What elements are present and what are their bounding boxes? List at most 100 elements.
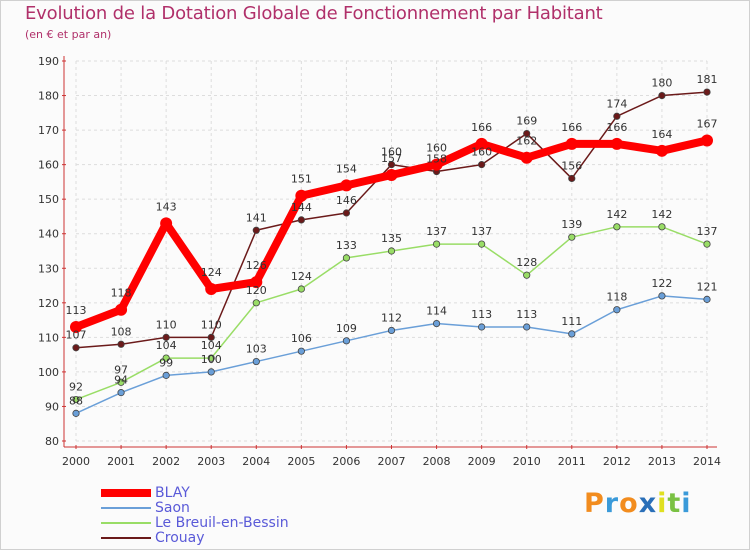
data-point-le-breuil-en-bessin xyxy=(568,233,576,241)
data-point-saon xyxy=(297,347,305,355)
data-point-crouay xyxy=(117,340,125,348)
series-points xyxy=(70,88,713,417)
x-tick-label: 2008 xyxy=(423,455,451,468)
data-label-crouay: 141 xyxy=(246,211,267,224)
data-point-crouay xyxy=(613,112,621,120)
data-point-crouay xyxy=(703,88,711,96)
legend-swatch-blay xyxy=(101,489,151,497)
data-label-saon: 94 xyxy=(114,374,128,387)
y-tick-label: 120 xyxy=(38,297,59,310)
x-tick-label: 2004 xyxy=(242,455,270,468)
data-label-le-breuil-en-bessin: 97 xyxy=(114,363,128,376)
data-point-crouay xyxy=(568,174,576,183)
x-tick-label: 2009 xyxy=(468,455,496,468)
legend-item-le-breuil-en-bessin[interactable]: Le Breuil-en-Bessin xyxy=(101,516,401,531)
legend-item-saon[interactable]: Saon xyxy=(101,501,401,516)
y-tick-label: 170 xyxy=(38,124,59,137)
data-point-crouay xyxy=(342,209,351,217)
data-point-le-breuil-en-bessin xyxy=(342,254,351,262)
axes: 80 90 100 110 120 130 140 150 160 170 180 190 2000 20… xyxy=(38,55,721,468)
data-point-blay xyxy=(70,321,82,333)
data-label-crouay: 156 xyxy=(561,159,582,172)
chart-title: Evolution de la Dotation Globale de Fonc… xyxy=(25,3,603,24)
data-label-saon: 113 xyxy=(471,308,492,321)
data-label-blay: 124 xyxy=(201,266,222,279)
data-point-blay xyxy=(430,158,443,171)
data-point-saon xyxy=(117,389,125,397)
data-label-blay: 160 xyxy=(426,142,447,155)
data-label-blay: 154 xyxy=(336,162,357,175)
data-label-le-breuil-en-bessin: 135 xyxy=(381,232,402,245)
legend-swatch-crouay xyxy=(101,537,151,539)
data-point-le-breuil-en-bessin xyxy=(613,223,621,231)
data-label-blay: 126 xyxy=(246,259,267,272)
data-label-le-breuil-en-bessin: 120 xyxy=(246,284,267,297)
data-point-blay xyxy=(205,283,218,295)
data-point-blay xyxy=(475,137,488,150)
data-label-le-breuil-en-bessin: 124 xyxy=(291,270,312,283)
data-label-blay: 162 xyxy=(516,135,537,148)
x-tick-label: 2001 xyxy=(107,455,135,468)
data-point-crouay xyxy=(252,226,260,234)
legend-item-blay[interactable]: BLAY xyxy=(101,486,401,501)
data-label-blay: 164 xyxy=(651,128,672,141)
y-tick-label: 100 xyxy=(38,366,59,379)
y-tick-label: 160 xyxy=(38,159,59,172)
data-point-blay xyxy=(340,179,353,192)
data-point-saon xyxy=(613,306,621,314)
proxiti-logo: Proxiti xyxy=(584,488,692,519)
data-label-crouay: 110 xyxy=(201,318,222,331)
data-point-saon xyxy=(162,371,170,379)
data-label-saon: 99 xyxy=(159,356,173,369)
data-label-blay: 113 xyxy=(66,304,87,317)
data-point-le-breuil-en-bessin xyxy=(207,354,215,362)
data-point-saon xyxy=(432,319,441,328)
legend-swatch-saon xyxy=(101,507,151,509)
data-point-saon xyxy=(342,337,351,345)
data-point-blay xyxy=(610,137,623,150)
data-point-blay xyxy=(565,137,578,150)
data-label-crouay: 174 xyxy=(606,97,627,110)
data-point-le-breuil-en-bessin xyxy=(297,285,305,293)
data-point-saon xyxy=(703,295,711,303)
data-label-saon: 111 xyxy=(561,315,582,328)
data-point-crouay xyxy=(478,161,486,169)
data-label-crouay: 169 xyxy=(516,115,537,128)
data-point-blay xyxy=(295,189,308,202)
data-label-blay: 166 xyxy=(561,121,582,134)
x-tick-label: 2003 xyxy=(197,455,225,468)
y-tick-label: 140 xyxy=(38,228,59,241)
x-tick-label: 2006 xyxy=(332,455,360,468)
legend-label-le-breuil-en-bessin: Le Breuil-en-Bessin xyxy=(155,515,289,531)
data-label-saon: 103 xyxy=(246,343,267,356)
data-label-le-breuil-en-bessin: 142 xyxy=(651,208,672,221)
data-point-crouay xyxy=(207,333,215,341)
y-tick-label: 130 xyxy=(38,262,59,275)
y-tick-label: 190 xyxy=(38,55,59,68)
data-point-blay xyxy=(250,276,263,289)
data-label-blay: 166 xyxy=(606,121,627,134)
data-point-blay xyxy=(655,144,668,157)
data-point-saon xyxy=(252,357,260,366)
x-tick-label: 2013 xyxy=(648,455,676,468)
data-point-le-breuil-en-bessin xyxy=(478,240,486,248)
data-label-crouay: 160 xyxy=(381,146,402,159)
data-label-saon: 113 xyxy=(516,308,537,321)
data-label-saon: 88 xyxy=(69,394,83,407)
y-tick-label: 180 xyxy=(38,90,59,103)
legend-item-crouay[interactable]: Crouay xyxy=(101,531,401,546)
data-point-blay xyxy=(160,217,173,230)
x-tick-label: 2012 xyxy=(603,455,631,468)
data-label-crouay: 160 xyxy=(471,146,492,159)
x-tick-label: 2014 xyxy=(693,455,721,468)
data-label-crouay: 144 xyxy=(291,201,312,214)
y-tick-label: 90 xyxy=(45,400,59,413)
y-tick-label: 80 xyxy=(45,435,59,448)
data-label-blay: 143 xyxy=(156,200,177,213)
data-label-le-breuil-en-bessin: 139 xyxy=(561,218,582,231)
data-point-blay xyxy=(115,303,128,316)
legend-label-blay: BLAY xyxy=(155,485,190,501)
data-point-crouay xyxy=(523,129,531,138)
data-label-saon: 100 xyxy=(201,353,222,366)
